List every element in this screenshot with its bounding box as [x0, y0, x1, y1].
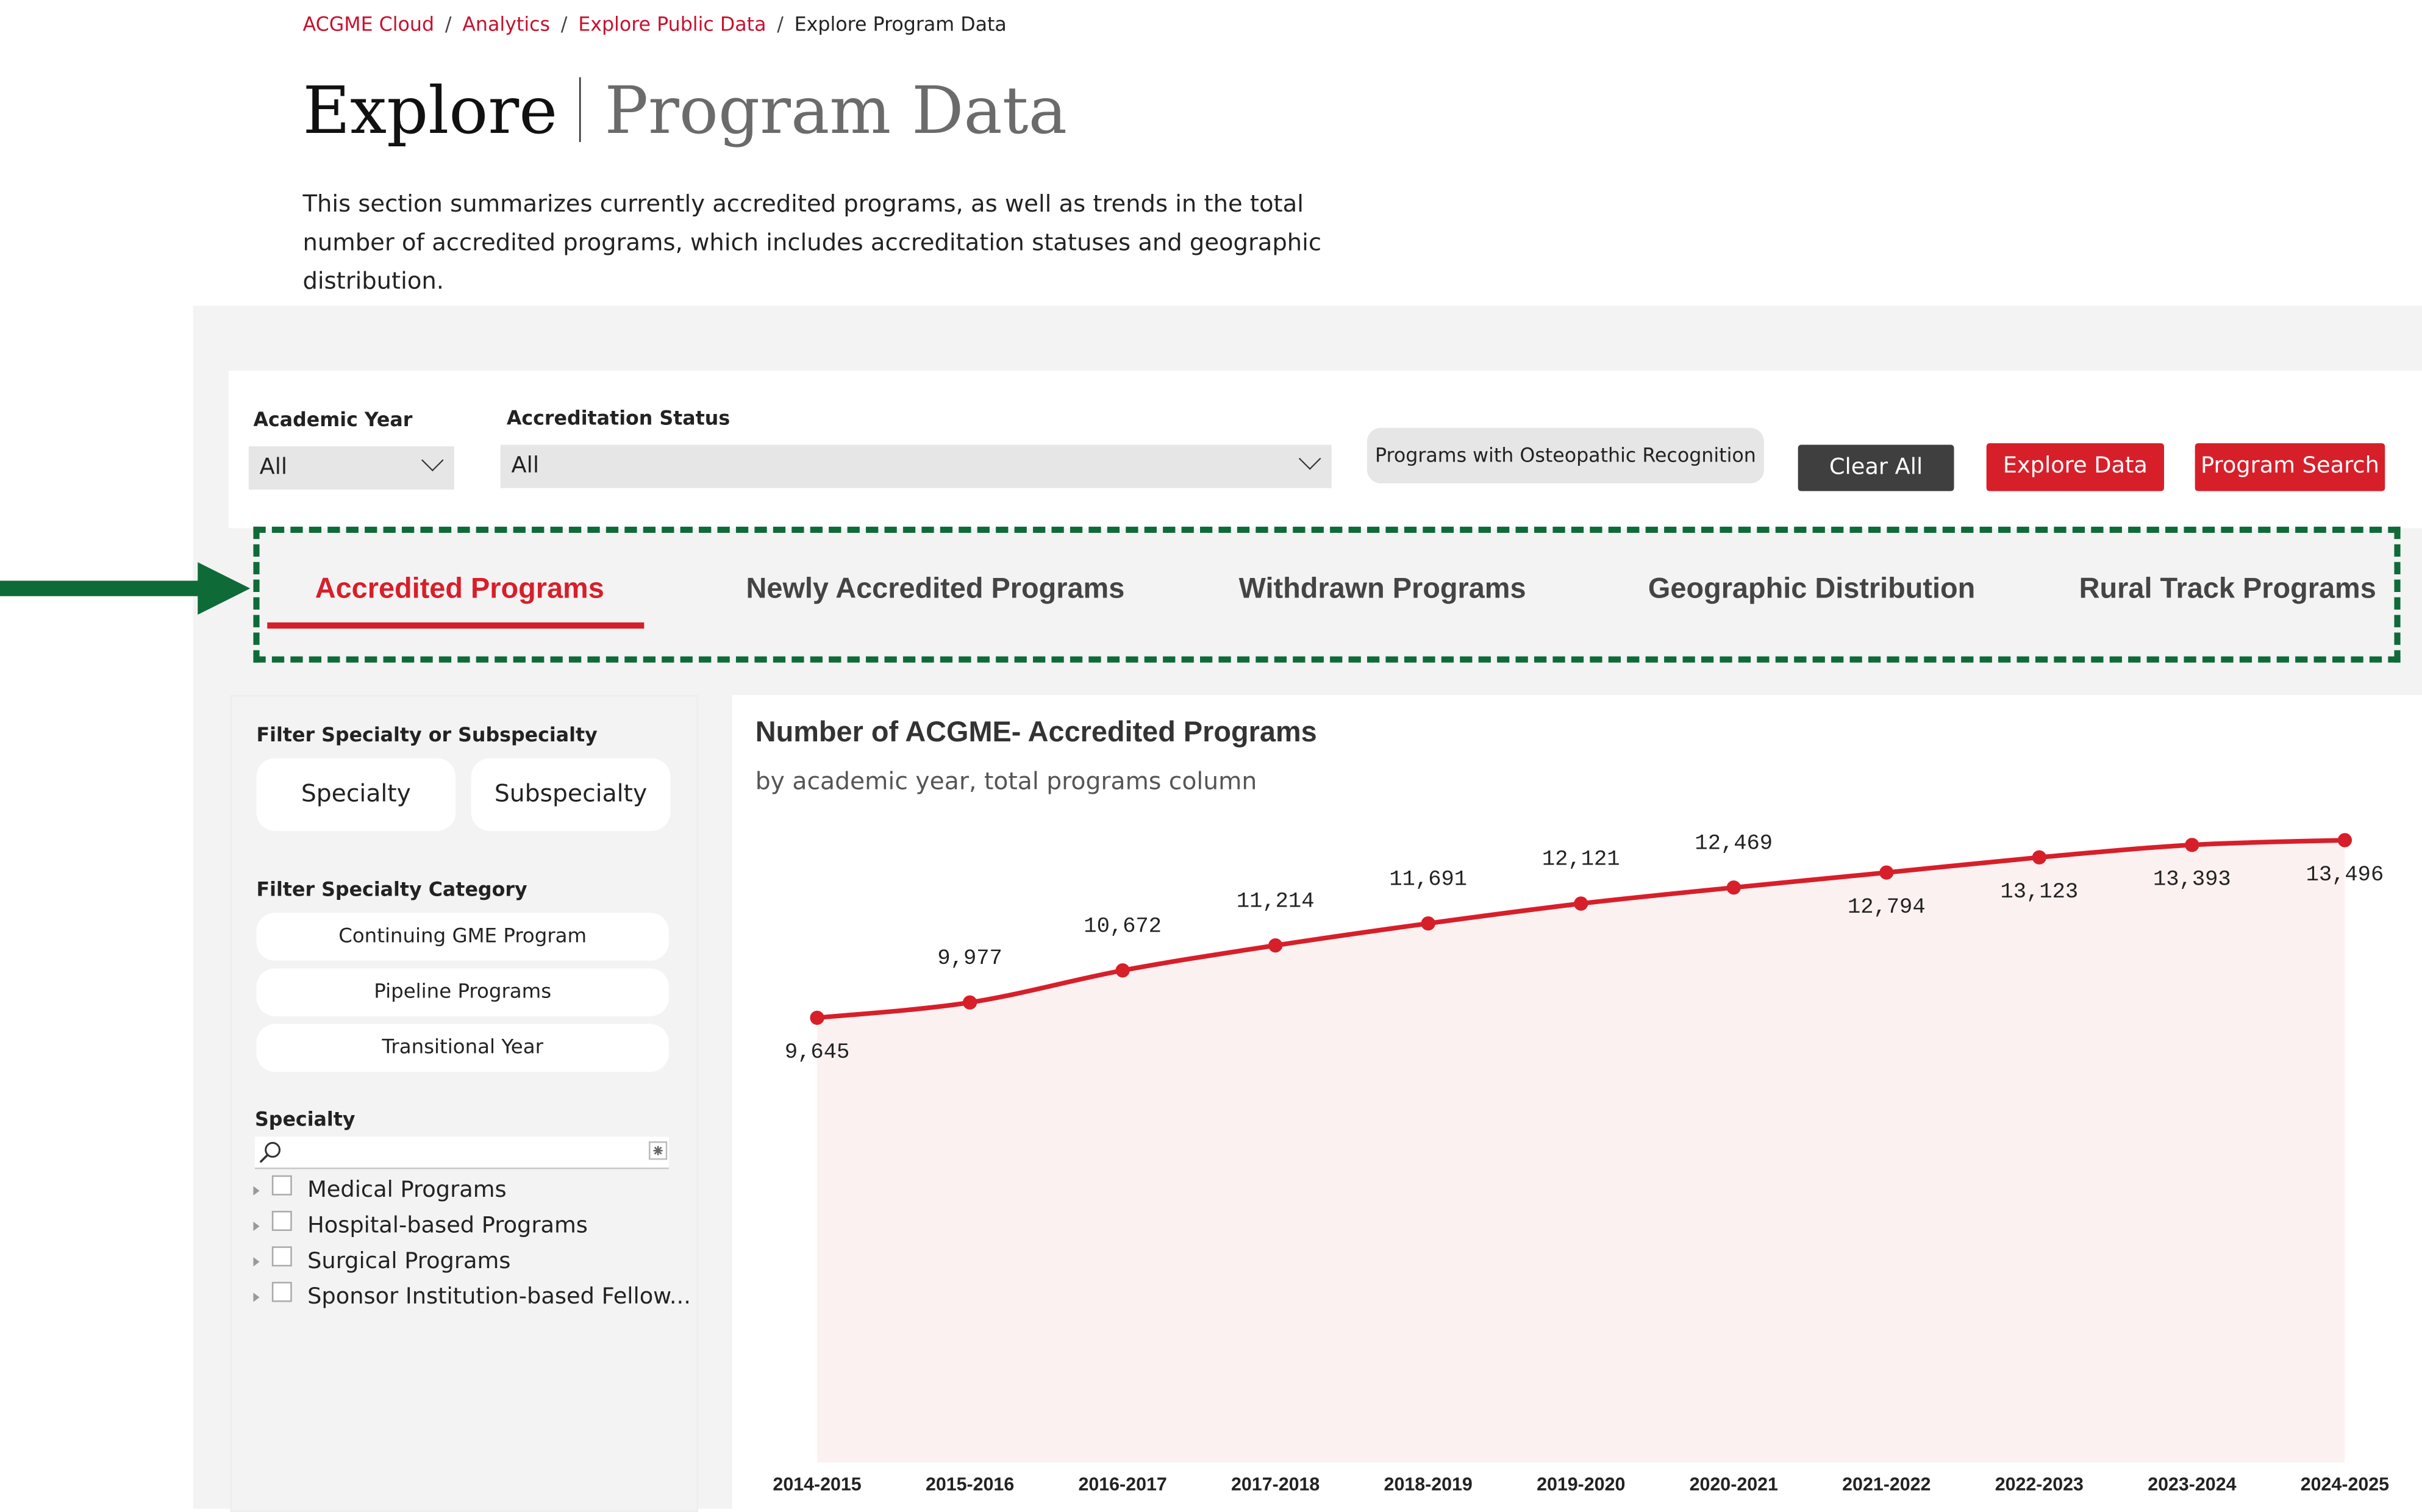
- data-point: [1574, 896, 1588, 911]
- specialty-toggle-button[interactable]: Specialty: [256, 758, 456, 831]
- data-label: 10,672: [1084, 913, 1162, 938]
- breadcrumb-separator: /: [777, 12, 784, 36]
- accreditation-status-value: All: [511, 454, 540, 479]
- accreditation-status-dropdown[interactable]: All: [500, 444, 1332, 488]
- data-point: [2337, 833, 2352, 847]
- tab-withdrawn-programs[interactable]: Withdrawn Programs: [1238, 571, 1526, 604]
- academic-year-value: All: [259, 455, 288, 480]
- data-point: [1726, 880, 1741, 895]
- data-label: 11,214: [1237, 888, 1315, 913]
- x-axis-tick-label: 2020-2021: [1690, 1474, 1778, 1495]
- tree-item-label: Medical Programs: [307, 1178, 507, 1204]
- subspecialty-toggle-button[interactable]: Subspecialty: [471, 758, 671, 831]
- tree-item-medical-programs[interactable]: Medical Programs: [253, 1175, 507, 1207]
- data-label: 12,469: [1695, 830, 1773, 855]
- breadcrumb-separator: /: [560, 12, 568, 36]
- breadcrumb: ACGME Cloud / Analytics / Explore Public Dat…: [303, 12, 1007, 35]
- checkbox[interactable]: [271, 1282, 292, 1302]
- category-pipeline-programs-button[interactable]: Pipeline Programs: [256, 968, 669, 1016]
- x-axis-tick-label: 2016-2017: [1078, 1474, 1166, 1495]
- page-description: This section summarizes currently accred…: [302, 190, 1322, 295]
- data-label: 9,977: [937, 946, 1002, 971]
- chevron-down-icon: [421, 449, 444, 472]
- tree-item-label: Surgical Programs: [307, 1249, 511, 1274]
- x-axis-tick-label: 2021-2022: [1842, 1474, 1931, 1495]
- expand-caret-icon[interactable]: [253, 1257, 260, 1267]
- data-label: 11,691: [1389, 866, 1467, 891]
- category-transitional-year-button[interactable]: Transitional Year: [256, 1024, 669, 1072]
- specialty-filter-title: Filter Specialty or Subspecialty: [256, 722, 598, 746]
- x-axis-tick-label: 2018-2019: [1384, 1474, 1473, 1495]
- program-search-button[interactable]: Program Search: [2195, 443, 2385, 491]
- tree-item-hospital-based-programs[interactable]: Hospital-based Programs: [253, 1211, 588, 1242]
- line-chart: 9,645 2014-2015 9,977 2015-2016 10,672 2016-2…: [773, 830, 2389, 1495]
- x-axis-tick-label: 2019-2020: [1537, 1474, 1625, 1495]
- chart-subtitle: by academic year, total programs column: [755, 768, 1257, 796]
- x-axis-tick-label: 2017-2018: [1231, 1474, 1320, 1495]
- expand-caret-icon[interactable]: [253, 1293, 260, 1302]
- academic-year-label: Academic Year: [253, 407, 413, 431]
- breadcrumb-link-analytics[interactable]: Analytics: [462, 12, 551, 36]
- accreditation-status-label: Accreditation Status: [506, 406, 731, 430]
- expand-caret-icon[interactable]: [253, 1221, 260, 1231]
- x-axis-tick-label: 2022-2023: [1995, 1474, 2084, 1495]
- annotation-arrow: [0, 580, 204, 596]
- page-title-primary: Explore: [302, 73, 558, 149]
- breadcrumb-current: Explore Program Data: [794, 12, 1007, 36]
- data-point: [2185, 838, 2199, 852]
- tree-item-sponsor-institution-fellowships[interactable]: Sponsor Institution-based Fellow...: [253, 1282, 691, 1313]
- tree-item-surgical-programs[interactable]: Surgical Programs: [253, 1246, 510, 1277]
- tree-item-label: Sponsor Institution-based Fellow...: [307, 1285, 691, 1310]
- category-continuing-gme-button[interactable]: Continuing GME Program: [256, 913, 669, 961]
- data-label: 13,123: [2001, 879, 2079, 904]
- tabs-highlight-box: [253, 526, 2401, 663]
- data-label: 13,496: [2306, 862, 2384, 887]
- breadcrumb-link-acgme-cloud[interactable]: ACGME Cloud: [302, 12, 435, 36]
- checkbox[interactable]: [271, 1211, 292, 1231]
- osteopathic-recognition-button[interactable]: Programs with Osteopathic Recognition: [1366, 427, 1764, 483]
- page-title-secondary: Program Data: [604, 73, 1068, 149]
- clear-all-button[interactable]: Clear All: [1798, 444, 1954, 491]
- data-point: [1268, 938, 1283, 953]
- data-point: [1879, 865, 1894, 880]
- page-title: Explore Program Data: [303, 71, 1067, 152]
- chart-title: Number of ACGME- Accredited Programs: [755, 715, 1317, 748]
- chart-area-fill: [817, 840, 2345, 1463]
- tab-newly-accredited-programs[interactable]: Newly Accredited Programs: [746, 571, 1125, 604]
- x-axis-tick-label: 2015-2016: [926, 1474, 1014, 1495]
- data-label: 12,794: [1848, 894, 1926, 919]
- chevron-down-icon: [1298, 448, 1321, 470]
- data-label: 13,393: [2153, 867, 2231, 892]
- academic-year-dropdown[interactable]: All: [248, 446, 454, 490]
- specialty-search-input[interactable]: [254, 1136, 669, 1169]
- breadcrumb-link-explore-public-data[interactable]: Explore Public Data: [578, 12, 766, 36]
- tab-accredited-programs[interactable]: Accredited Programs: [315, 571, 604, 604]
- specialty-list-title: Specialty: [254, 1107, 355, 1131]
- checkbox[interactable]: [271, 1175, 292, 1196]
- expand-caret-icon[interactable]: [253, 1186, 260, 1196]
- data-point: [810, 1010, 824, 1025]
- checkbox[interactable]: [271, 1246, 292, 1267]
- tab-geographic-distribution[interactable]: Geographic Distribution: [1648, 571, 1976, 604]
- breadcrumb-separator: /: [445, 12, 452, 36]
- data-point: [962, 995, 977, 1010]
- data-point: [1115, 963, 1130, 978]
- data-label: 12,121: [1542, 847, 1620, 872]
- data-point: [1421, 916, 1435, 931]
- x-axis-tick-label: 2023-2024: [2148, 1474, 2236, 1495]
- x-axis-tick-label: 2024-2025: [2301, 1474, 2389, 1495]
- search-icon: [259, 1142, 281, 1163]
- clear-selection-icon[interactable]: [648, 1141, 668, 1160]
- annotation-arrow-head: [198, 562, 251, 615]
- explore-data-button[interactable]: Explore Data: [1986, 443, 2165, 491]
- tab-rural-track-programs[interactable]: Rural Track Programs: [2079, 571, 2376, 604]
- title-divider: [579, 77, 582, 143]
- data-point: [2032, 850, 2046, 865]
- tree-item-label: Hospital-based Programs: [307, 1214, 588, 1239]
- data-label: 9,645: [785, 1040, 849, 1064]
- x-axis-tick-label: 2014-2015: [773, 1474, 861, 1495]
- specialty-category-title: Filter Specialty Category: [256, 877, 527, 900]
- active-tab-indicator: [267, 622, 645, 629]
